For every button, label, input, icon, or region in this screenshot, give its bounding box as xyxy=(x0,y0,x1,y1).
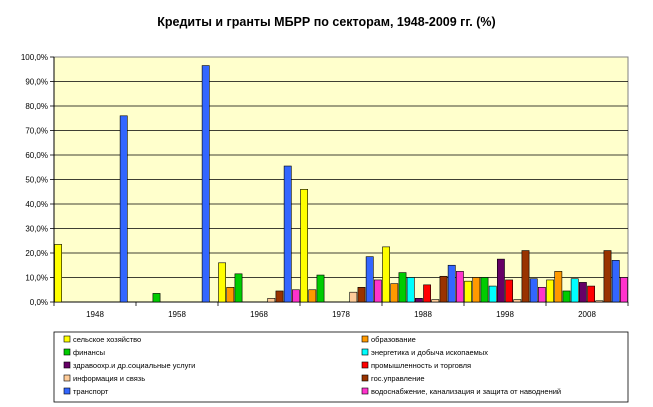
legend-swatch xyxy=(361,335,369,343)
bar xyxy=(152,293,161,303)
legend-label: сельское хозяйство xyxy=(73,335,141,344)
bar xyxy=(455,271,464,303)
bar xyxy=(291,289,300,303)
legend-swatch xyxy=(63,374,71,382)
legend-label: гос.управление xyxy=(371,374,425,383)
legend-label: финансы xyxy=(73,348,105,357)
plot-area xyxy=(53,56,629,303)
bar xyxy=(447,264,456,303)
x-tick-label: 2008 xyxy=(578,310,596,319)
bars xyxy=(54,65,628,303)
bar xyxy=(619,277,628,303)
bar xyxy=(554,271,563,303)
y-tick-label: 10,0% xyxy=(25,274,48,283)
bar xyxy=(406,277,415,303)
bar xyxy=(496,258,505,303)
bar xyxy=(537,286,546,303)
bar xyxy=(423,284,431,303)
legend-swatch xyxy=(361,361,369,369)
bar xyxy=(349,291,358,303)
bar xyxy=(357,286,366,303)
bar xyxy=(603,250,612,303)
y-tick-label: 80,0% xyxy=(25,102,48,111)
bar xyxy=(529,278,538,303)
bar xyxy=(578,282,587,303)
bar xyxy=(275,290,284,303)
x-tick-label: 1948 xyxy=(86,310,104,319)
bar xyxy=(562,290,571,303)
x-axis: 1948 1958 1968 1978 1988 1998 2008 xyxy=(53,301,629,319)
legend-swatch xyxy=(361,374,369,382)
y-tick-label: 20,0% xyxy=(25,249,48,258)
y-tick-label: 30,0% xyxy=(25,225,48,234)
bar xyxy=(472,277,481,303)
bar xyxy=(365,256,374,303)
bar xyxy=(480,277,489,303)
legend-label: энергетика и добыча ископаемых xyxy=(371,348,488,357)
bar xyxy=(611,260,620,303)
legend-label: образование xyxy=(371,335,416,344)
bar xyxy=(587,285,595,303)
y-tick-label: 70,0% xyxy=(25,127,48,136)
y-axis: 0,0% 10,0% 20,0% 30,0% 40,0% 50,0% 60,0% 70,0% 8… xyxy=(21,53,55,307)
bar xyxy=(505,279,513,303)
y-tick-label: 100,0% xyxy=(21,53,48,62)
bar xyxy=(119,115,128,303)
legend-label: промышленность и торговля xyxy=(371,361,471,370)
y-tick-label: 50,0% xyxy=(25,176,48,185)
legend-swatch xyxy=(63,348,71,356)
bar xyxy=(546,279,554,303)
bar xyxy=(226,286,235,303)
bar xyxy=(267,298,276,303)
x-tick-label: 1968 xyxy=(250,310,268,319)
y-tick-label: 0,0% xyxy=(30,298,48,307)
bar xyxy=(234,273,243,303)
legend-swatch xyxy=(63,387,71,395)
bar xyxy=(488,285,497,303)
bar xyxy=(382,246,390,303)
bar xyxy=(414,298,423,303)
y-tick-label: 90,0% xyxy=(25,78,48,87)
bar xyxy=(316,274,325,303)
bar xyxy=(283,165,292,303)
bar xyxy=(300,189,308,303)
legend-label: водоснабжение, канализация и защита от н… xyxy=(371,387,561,396)
y-tick-label: 60,0% xyxy=(25,151,48,160)
bar xyxy=(390,283,399,303)
bar xyxy=(570,278,579,303)
bar xyxy=(398,272,407,303)
bar xyxy=(464,280,472,303)
legend-swatch xyxy=(63,361,71,369)
bar xyxy=(218,262,226,303)
legend-box xyxy=(53,331,629,403)
bar xyxy=(54,244,62,303)
legend: сельское хозяйство образование финансы энер… xyxy=(53,331,629,403)
chart-title: Кредиты и гранты МБРР по секторам, 1948-… xyxy=(157,15,496,29)
bar xyxy=(308,289,317,303)
legend-swatch xyxy=(361,348,369,356)
legend-label: информация и связь xyxy=(73,374,145,383)
legend-label: транспорт xyxy=(73,387,109,396)
legend-label: здравоохр.и др.социальные услуги xyxy=(73,361,195,370)
bar xyxy=(521,250,530,303)
legend-swatch xyxy=(63,335,71,343)
bar xyxy=(513,299,522,303)
bar xyxy=(439,275,448,303)
x-tick-label: 1998 xyxy=(496,310,514,319)
x-tick-label: 1988 xyxy=(414,310,432,319)
y-tick-label: 40,0% xyxy=(25,200,48,209)
bar xyxy=(201,65,210,303)
bar xyxy=(431,299,440,303)
x-tick-label: 1958 xyxy=(168,310,186,319)
x-tick-label: 1978 xyxy=(332,310,350,319)
legend-swatch xyxy=(361,387,369,395)
bar xyxy=(373,279,382,303)
bar xyxy=(595,300,604,303)
